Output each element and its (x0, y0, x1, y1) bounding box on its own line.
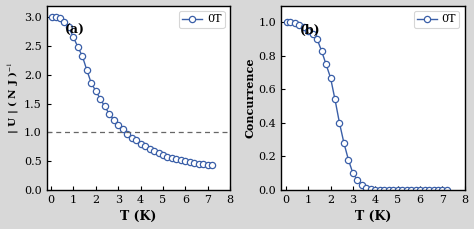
0T (138, 142, 144, 145)
Y-axis label: Concurrence: Concurrence (245, 57, 256, 138)
0T (98, 98, 103, 100)
0T (182, 160, 188, 163)
0T (440, 189, 446, 191)
Legend: 0T: 0T (179, 11, 225, 28)
0T (337, 122, 342, 124)
0T (386, 189, 392, 191)
0T (75, 46, 81, 49)
0T (151, 150, 157, 152)
0T (323, 63, 329, 66)
0T (71, 36, 76, 39)
0T (314, 38, 320, 41)
0T (111, 118, 117, 121)
0T (49, 16, 55, 19)
0T (164, 155, 170, 158)
0T (368, 188, 374, 191)
X-axis label: T (K): T (K) (120, 210, 156, 224)
0T (93, 90, 99, 92)
0T (147, 147, 153, 150)
0T (210, 164, 215, 167)
0T (391, 189, 396, 191)
X-axis label: T (K): T (K) (355, 210, 391, 224)
Line: 0T: 0T (284, 19, 450, 193)
0T (373, 189, 378, 191)
0T (191, 161, 197, 164)
0T (395, 189, 401, 191)
0T (133, 139, 139, 142)
Legend: 0T: 0T (414, 11, 459, 28)
0T (310, 33, 315, 35)
0T (57, 17, 63, 20)
0T (341, 142, 347, 144)
0T (413, 189, 419, 191)
0T (408, 189, 414, 191)
0T (399, 189, 405, 191)
0T (169, 156, 175, 159)
Text: (a): (a) (65, 24, 85, 37)
0T (102, 105, 108, 108)
0T (359, 184, 365, 186)
0T (328, 76, 333, 79)
0T (287, 21, 293, 24)
0T (444, 189, 450, 191)
0T (129, 136, 135, 139)
0T (62, 20, 67, 23)
Text: (b): (b) (300, 24, 320, 37)
0T (292, 22, 298, 25)
0T (155, 152, 161, 155)
0T (377, 189, 383, 191)
0T (201, 163, 206, 166)
0T (346, 158, 351, 161)
0T (417, 189, 423, 191)
0T (89, 82, 94, 85)
0T (350, 172, 356, 175)
0T (160, 153, 166, 156)
0T (305, 29, 311, 32)
0T (124, 133, 130, 136)
0T (404, 189, 410, 191)
0T (426, 189, 432, 191)
0T (205, 163, 210, 166)
0T (435, 189, 441, 191)
0T (364, 187, 369, 190)
0T (187, 160, 193, 163)
0T (196, 162, 201, 165)
0T (332, 98, 338, 101)
0T (296, 23, 302, 26)
Y-axis label: | U | ( N J )$^{-1}$: | U | ( N J )$^{-1}$ (6, 62, 21, 134)
0T (301, 26, 307, 29)
0T (173, 158, 179, 160)
0T (319, 49, 324, 52)
0T (284, 21, 290, 24)
Line: 0T: 0T (49, 14, 215, 168)
0T (106, 113, 112, 115)
0T (115, 124, 121, 127)
0T (142, 145, 148, 147)
0T (355, 179, 360, 181)
0T (80, 55, 85, 58)
0T (84, 69, 90, 71)
0T (422, 189, 428, 191)
0T (120, 128, 126, 130)
0T (382, 189, 387, 191)
0T (178, 159, 184, 161)
0T (431, 189, 437, 191)
0T (66, 26, 72, 29)
0T (53, 16, 58, 19)
